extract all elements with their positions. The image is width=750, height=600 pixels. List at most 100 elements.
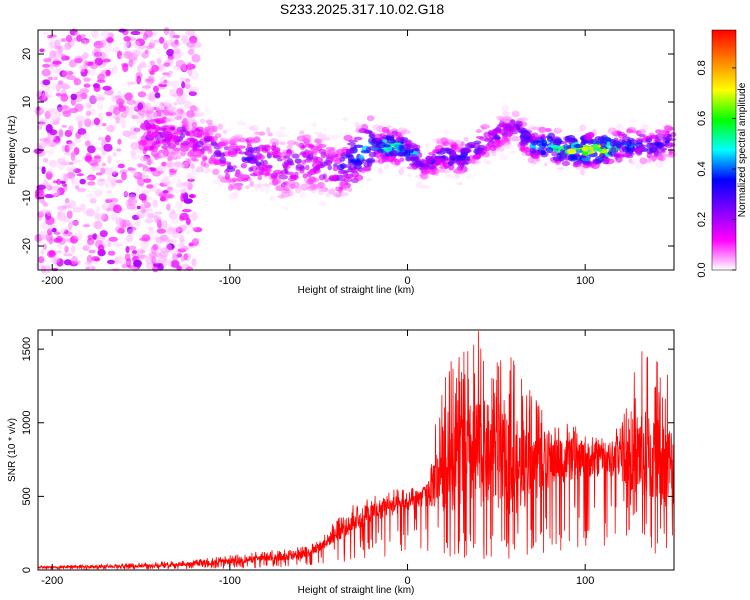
spectrogram-cell — [163, 176, 170, 186]
spectrogram-cell — [358, 128, 368, 134]
spectrogram-cell — [417, 152, 423, 158]
spectrogram-cell — [80, 38, 90, 44]
spectrogram-cell — [378, 125, 384, 130]
spectrogram-cell — [66, 210, 73, 219]
spectrogram-cell — [144, 49, 149, 55]
spectrogram-cell — [139, 124, 147, 131]
spectrogram-cell — [183, 100, 192, 109]
spectrogram-cell — [109, 182, 117, 189]
spectrogram-cell — [531, 140, 538, 146]
spectrogram-cell — [264, 172, 271, 177]
spectrogram-cell — [163, 26, 170, 36]
snr-panel: -200 -100 0 100 0 500 1000 1500 Height of stra… — [7, 329, 675, 596]
spectrogram-cell — [117, 257, 124, 263]
spectrogram-cell — [609, 140, 617, 147]
spectrogram-cell — [60, 84, 71, 90]
spectrogram-cell — [145, 262, 155, 270]
spectrogram-cell — [42, 63, 50, 68]
spectrogram-cell — [126, 81, 137, 85]
spectrogram-cell — [84, 140, 91, 147]
spectrogram-cell — [282, 162, 289, 168]
spectrogram-cell — [132, 214, 140, 221]
colorbar-tick-label: 0.2 — [696, 212, 708, 227]
spectrogram-x-tick-label: 0 — [404, 275, 410, 287]
spectrogram-cell — [284, 168, 289, 174]
spectrogram-cell — [299, 130, 305, 135]
spectrogram-cell — [94, 93, 103, 101]
colorbar-tick-label: 0.6 — [696, 111, 708, 126]
spectrogram-cell — [89, 61, 94, 65]
spectrogram-cell — [593, 146, 598, 152]
spectrogram-cell — [399, 166, 407, 170]
spectrogram-cell — [62, 110, 72, 118]
spectrogram-cell — [544, 127, 552, 133]
spectrogram-cell — [122, 260, 133, 266]
spectrogram-cell — [162, 258, 168, 268]
spectrogram-x-tick-label: 100 — [576, 275, 594, 287]
spectrogram-cell — [264, 186, 270, 194]
spectrogram-cell — [240, 162, 247, 169]
spectrogram-cell — [201, 155, 208, 161]
spectrogram-cell — [218, 140, 229, 147]
spectrogram-cell — [139, 61, 147, 69]
spectrogram-cell — [580, 169, 585, 176]
spectrogram-cell — [137, 139, 148, 146]
spectrogram-cell — [152, 243, 159, 251]
spectrogram-cell — [259, 187, 267, 193]
colorbar-tick-label: 0.0 — [696, 262, 708, 277]
spectrogram-cell — [269, 138, 279, 146]
spectrogram-cell — [116, 148, 122, 152]
spectrogram-cell — [114, 256, 120, 265]
spectrogram-cell — [139, 249, 146, 254]
spectrogram-cell — [87, 181, 96, 186]
spectrogram-cell — [144, 219, 155, 224]
spectrogram-cell — [87, 145, 96, 154]
spectrogram-cell — [68, 200, 77, 209]
spectrogram-cell — [128, 245, 137, 251]
spectrogram-cell — [143, 178, 152, 183]
spectrogram-cell — [511, 135, 520, 142]
spectrogram-cell — [162, 238, 172, 243]
spectrogram-y-tick-label: -10 — [21, 190, 33, 206]
spectrogram-cell — [604, 158, 615, 165]
spectrogram-cell — [116, 98, 125, 106]
spectrogram-cell — [347, 188, 353, 192]
spectrogram-cell — [117, 163, 125, 169]
spectrogram-cell — [163, 79, 168, 84]
spectrogram-cell — [159, 182, 168, 187]
spectrogram-cell — [127, 55, 137, 60]
spectrogram-cell — [104, 182, 110, 189]
colorbar-label: Normalized spectral amplitude — [737, 82, 748, 217]
spectrogram-cell — [140, 240, 150, 250]
spectrogram-cell — [145, 78, 154, 83]
spectrogram-cell — [56, 187, 65, 196]
spectrogram-cell — [135, 127, 141, 135]
spectrogram-cell — [112, 152, 117, 157]
spectrogram-cell — [345, 148, 354, 155]
spectrogram-cell — [275, 130, 283, 138]
spectrogram-cell — [179, 163, 185, 169]
spectrogram-cell — [157, 111, 165, 118]
spectrogram-cell — [210, 141, 218, 147]
spectrogram-cell — [153, 85, 159, 93]
spectrogram-cell — [227, 184, 234, 191]
spectrogram-cell — [530, 152, 541, 160]
spectrogram-cell — [101, 213, 109, 222]
spectrogram-cell — [126, 203, 136, 210]
spectrogram-cell — [51, 83, 59, 90]
spectrogram-cell — [276, 158, 283, 162]
spectrogram-cell — [85, 266, 90, 270]
spectrogram-cell — [267, 151, 274, 156]
spectrogram-cell — [87, 67, 96, 76]
spectrogram-cell — [489, 144, 497, 152]
spectrogram-cell — [655, 149, 666, 153]
spectrogram-cell — [553, 137, 561, 144]
spectrogram-cell — [531, 136, 541, 141]
spectrogram-cell — [40, 197, 46, 203]
spectrogram-cell — [169, 89, 177, 97]
spectrogram-y-tick-label: 20 — [21, 48, 33, 60]
spectrogram-cell — [250, 138, 261, 144]
spectrogram-cell — [494, 144, 502, 148]
spectrogram-cell — [123, 45, 130, 51]
